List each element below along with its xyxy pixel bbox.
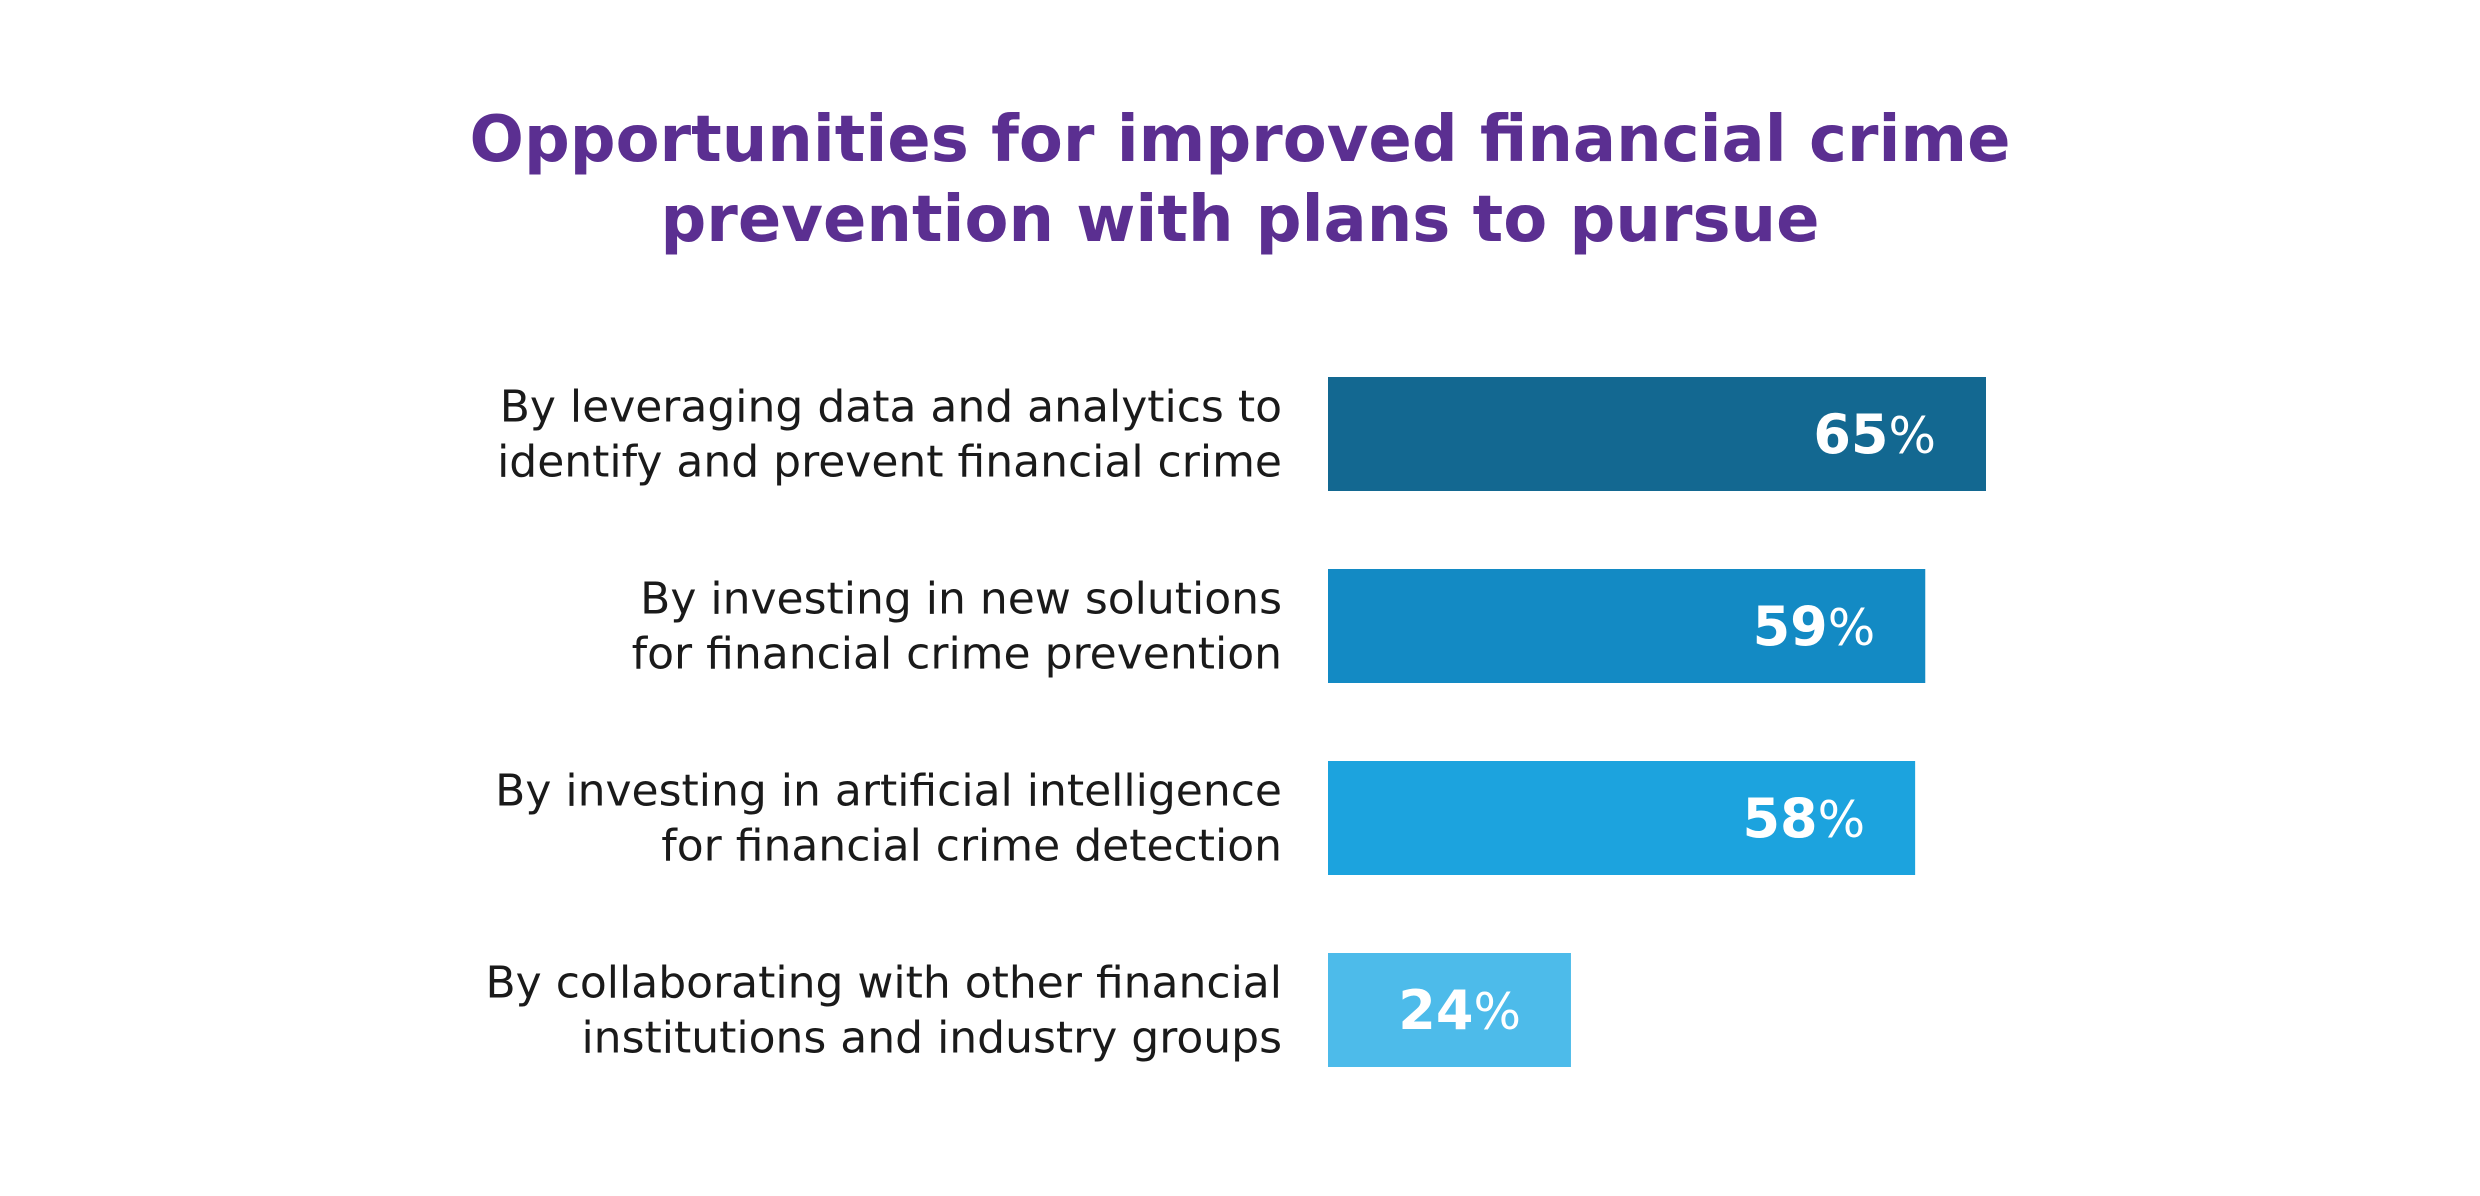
- category-label-2-line-1: By investing in new solutions: [640, 574, 1282, 625]
- chart-title: Opportunities for improved financial cri…: [0, 100, 2480, 260]
- category-label-4-line-1: By collaborating with other financial: [485, 958, 1282, 1009]
- value-label-3: 58%: [1742, 787, 1865, 850]
- bar-3: [1328, 761, 1916, 875]
- category-label-1-line-2: identify and prevent financial crime: [497, 437, 1282, 488]
- value-unit-3: %: [1818, 791, 1866, 849]
- category-label-3-line-2: for financial crime detection: [661, 821, 1282, 872]
- category-label-2: By investing in new solutions for financi…: [632, 574, 1282, 680]
- category-label-4: By collaborating with other financial ins…: [485, 958, 1282, 1064]
- value-unit-2: %: [1828, 599, 1876, 657]
- value-label-4: 24%: [1398, 979, 1521, 1042]
- category-label-2-line-2: for financial crime prevention: [632, 629, 1282, 680]
- category-label-3-line-1: By investing in artificial intelligence: [495, 766, 1282, 817]
- value-number-1: 65: [1813, 403, 1888, 466]
- value-label-1: 65%: [1813, 403, 1936, 466]
- value-unit-1: %: [1888, 407, 1936, 465]
- category-label-1: By leveraging data and analytics to ident…: [497, 382, 1282, 488]
- value-number-2: 59: [1753, 595, 1828, 658]
- value-number-3: 58: [1742, 787, 1817, 850]
- bar-4: [1328, 953, 1571, 1067]
- value-label-2: 59%: [1753, 595, 1876, 658]
- value-number-4: 24: [1398, 979, 1473, 1042]
- bar-2: [1328, 569, 1926, 683]
- bar-1: [1328, 377, 1986, 491]
- category-label-1-line-1: By leveraging data and analytics to: [500, 382, 1282, 433]
- category-label-4-line-2: institutions and industry groups: [581, 1013, 1282, 1064]
- chart-title-line-2: prevention with plans to pursue: [660, 183, 1820, 257]
- chart-title-line-1: Opportunities for improved financial cri…: [469, 103, 2011, 177]
- value-unit-4: %: [1473, 983, 1521, 1041]
- category-label-3: By investing in artificial intelligence f…: [495, 766, 1282, 872]
